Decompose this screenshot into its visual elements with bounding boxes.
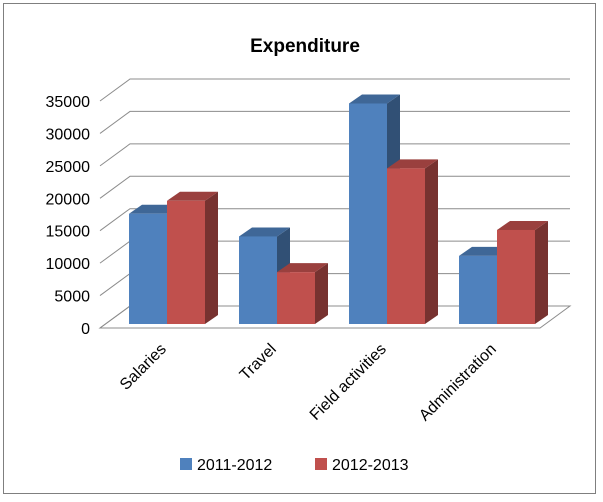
category-label: Travel [237,341,280,384]
legend-label: 2012-2013 [332,457,409,474]
bar-2012-2013-travel [277,263,328,324]
bar-front [129,213,167,324]
bar-front [277,272,315,324]
gridline [99,143,570,167]
bar-front [497,229,535,324]
bar-front [239,236,277,324]
bar-side [535,220,548,324]
bar-top [349,94,400,104]
bars [129,94,548,324]
legend-label: 2011-2012 [197,457,272,474]
chart-title: Expenditure [250,36,360,57]
y-tick-label: 30000 [46,126,91,143]
category-labels: Salaries Travel Field activities Administra… [117,341,500,425]
bar-front [459,255,497,324]
gridline [99,78,570,102]
bar-front [349,103,387,324]
bar-top [239,227,290,237]
bar-top [277,263,328,273]
bar-2012-2013-field-activities [387,159,438,324]
category-label: Administration [416,341,500,425]
category-label: Field activities [307,341,390,424]
legend-swatch [315,458,327,470]
floor-outline [98,305,572,329]
y-tick-label: 0 [81,321,90,338]
chart-floor [98,305,572,329]
legend-swatch [180,458,192,470]
y-tick-label: 15000 [46,224,91,241]
bar-front [167,200,205,324]
y-tick-label: 35000 [46,94,91,111]
bar-side [205,191,218,324]
bar-2012-2013-administration [497,220,548,324]
legend: 2011-2012 2012-2013 [180,457,409,474]
bar-front [387,168,425,324]
bar-side [315,263,328,324]
gridline [99,110,570,134]
bar-top [387,159,438,169]
y-tick-label: 5000 [54,289,90,306]
bar-side [425,159,438,324]
category-label: Salaries [117,341,170,394]
y-tick-label: 20000 [46,191,91,208]
gridline [99,175,570,199]
y-axis-ticks: 0 5000 10000 15000 20000 25000 30000 35000 [46,94,91,338]
y-tick-label: 25000 [46,159,91,176]
bar-2012-2013-salaries [167,191,218,324]
bar-top [497,220,548,230]
bar-top [167,191,218,201]
y-tick-label: 10000 [46,256,91,273]
